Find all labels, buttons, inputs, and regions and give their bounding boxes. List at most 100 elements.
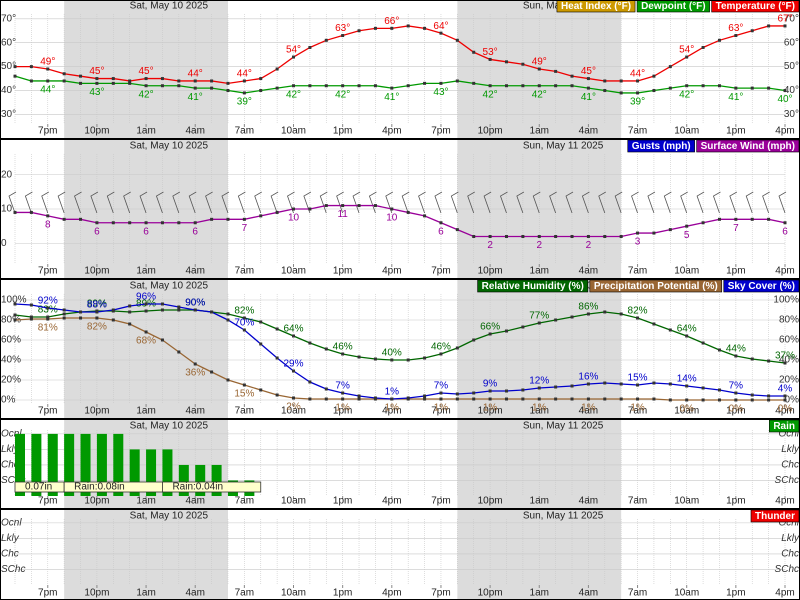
point [717, 348, 721, 352]
point [177, 84, 181, 88]
point [439, 31, 443, 35]
wind-barb [565, 191, 574, 214]
point [144, 309, 148, 313]
value-label: 11 [337, 209, 348, 220]
point [79, 217, 83, 221]
point [406, 358, 410, 362]
legend-label: Heat Index (°F) [561, 1, 631, 12]
point [537, 397, 541, 401]
point [570, 235, 574, 238]
wind-barb [418, 191, 426, 214]
x-tick-label: 10pm [84, 126, 109, 137]
legend-box [589, 279, 723, 293]
x-tick-label: 4am [579, 126, 598, 137]
value-label: 42° [679, 89, 694, 100]
wind-barb [401, 191, 410, 214]
point [160, 302, 164, 306]
legend-label: Dewpoint (°F) [641, 1, 706, 12]
point [521, 84, 525, 88]
point [570, 384, 574, 388]
bar [195, 464, 206, 496]
point [341, 204, 345, 208]
rain-total-label: Rain:0.08in [74, 482, 125, 493]
wind-barb [336, 191, 344, 214]
point [160, 84, 164, 88]
point [210, 217, 214, 221]
x-tick-label: 4pm [382, 406, 401, 417]
x-tick-label: 1pm [726, 588, 745, 599]
legend-label: Temperature (°F) [716, 1, 795, 12]
y-tick-label-right: SChc [775, 475, 799, 486]
point [46, 79, 50, 83]
point [275, 356, 279, 360]
point [701, 341, 705, 345]
point [242, 217, 246, 221]
rain-total-label: Rain:0.04in [172, 482, 223, 493]
point [13, 302, 17, 306]
point [472, 235, 476, 238]
point [652, 74, 656, 78]
y-tick-label-right: SChc [775, 564, 799, 575]
value-label: 7% [335, 381, 350, 392]
bar [64, 433, 75, 496]
wind-barb [368, 191, 377, 214]
point [390, 358, 394, 362]
value-label: 39° [237, 97, 252, 108]
value-label: 54° [679, 45, 694, 56]
point [668, 382, 672, 386]
x-tick-label: 10am [281, 588, 306, 599]
point [46, 214, 50, 218]
x-tick-label: 1am [136, 588, 155, 599]
date-label: Sat, May 10 2025 [130, 141, 209, 152]
point [308, 341, 312, 345]
point [504, 329, 508, 333]
x-tick-label: 7pm [38, 588, 57, 599]
point [46, 317, 50, 321]
point [685, 334, 689, 338]
point [652, 322, 656, 326]
y-tick-label: 100% [1, 295, 27, 306]
point [46, 67, 50, 71]
x-tick-label: 10pm [84, 588, 109, 599]
point [586, 235, 590, 238]
point [488, 235, 492, 238]
point [259, 214, 263, 218]
x-tick-label: 10am [674, 266, 699, 277]
wind-barb [778, 191, 787, 214]
x-tick-label: 10am [281, 126, 306, 137]
x-tick-label: 1pm [333, 406, 352, 417]
x-tick-label: 7am [628, 126, 647, 137]
value-label: 66° [384, 16, 399, 27]
bar [96, 433, 107, 496]
point [308, 397, 312, 401]
y-tick-label-right: Ocnl [778, 518, 799, 529]
value-label: 5 [684, 230, 690, 241]
value-label: 43° [89, 87, 104, 98]
date-label: Sun, May 11 2025 [523, 511, 604, 522]
point [521, 388, 525, 392]
point [144, 221, 148, 225]
point [324, 387, 328, 391]
point [504, 84, 508, 88]
x-tick-label: 4pm [382, 266, 401, 277]
point [423, 397, 427, 401]
value-label: 1% [532, 403, 547, 414]
point [259, 342, 263, 346]
x-tick-label: 7am [628, 266, 647, 277]
point [242, 383, 246, 387]
point [226, 217, 230, 221]
x-tick-label: 4pm [775, 406, 794, 417]
value-label: 81% [38, 323, 58, 334]
point [341, 352, 345, 356]
series-line [14, 303, 785, 400]
wind-barb [270, 191, 279, 214]
point [750, 393, 754, 397]
point [111, 308, 115, 312]
wind-barb [614, 191, 623, 214]
point [554, 318, 558, 322]
point [275, 327, 279, 331]
point [13, 313, 17, 317]
series-line [15, 204, 786, 238]
y-tick-label: 20% [1, 375, 21, 386]
